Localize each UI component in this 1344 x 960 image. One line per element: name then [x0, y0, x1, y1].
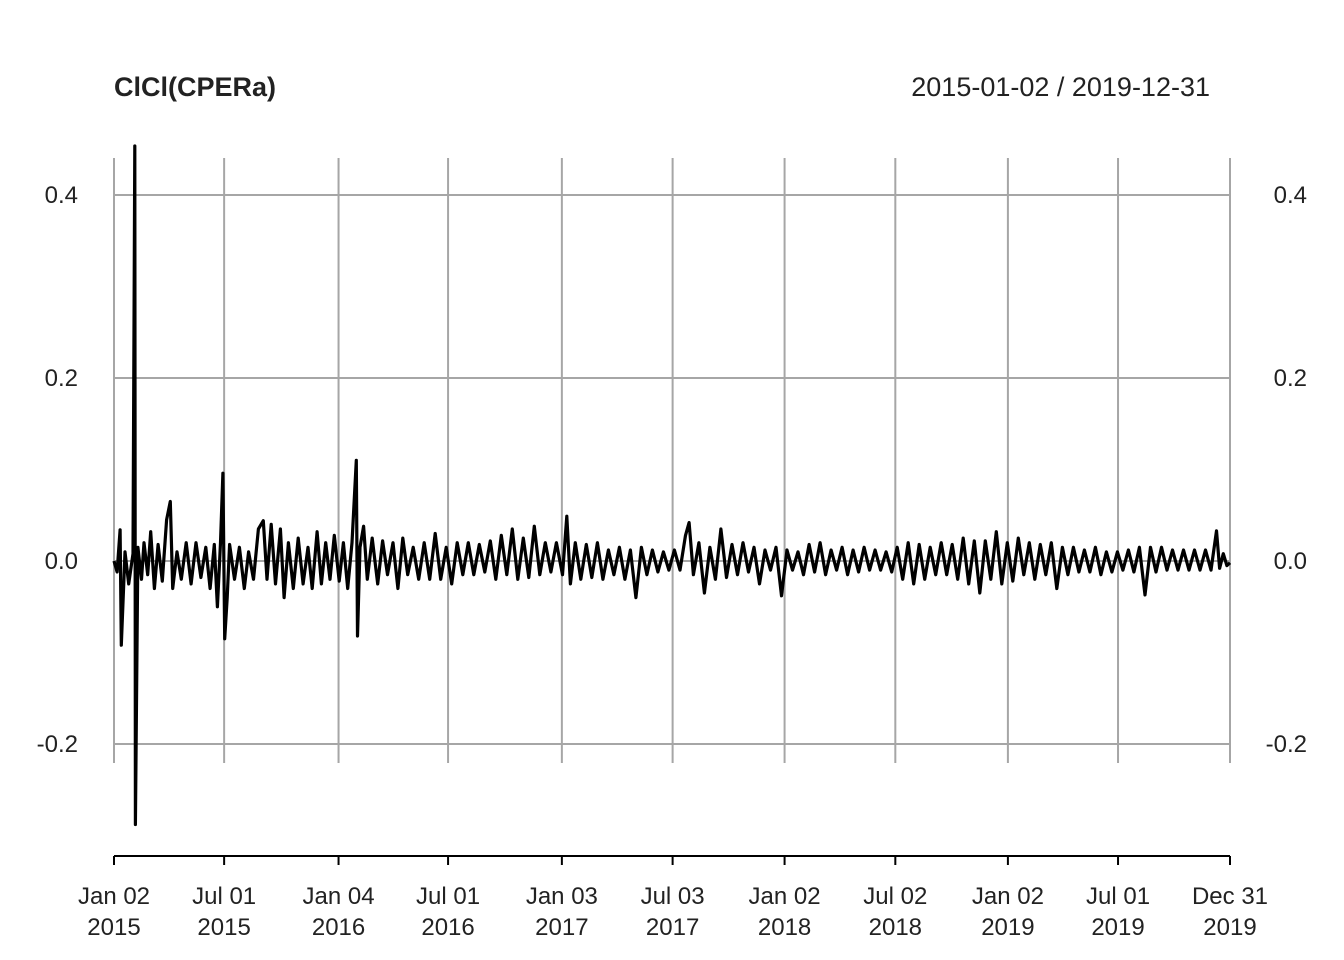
x-tick-label-date: Jul 01: [1086, 883, 1150, 910]
x-axis: Jan 02 2015 Jul 01 2015 Jan 04 2016 Jul 01 2016…: [78, 855, 1268, 941]
grid: [113, 158, 1231, 763]
y-tick-label: 0.0: [45, 548, 78, 575]
x-tick-label-date: Jan 04: [303, 883, 375, 910]
x-tick-label-date: Jul 01: [416, 883, 480, 910]
y-tick-label-right: 0.4: [1274, 182, 1307, 209]
date-range-label: 2015-01-02 / 2019-12-31: [911, 72, 1210, 102]
x-tick-label-date: Dec 31: [1192, 883, 1268, 910]
series-layer: [112, 144, 1232, 827]
x-tick-label-date: Jan 02: [78, 883, 150, 910]
x-tick-label-date: Jan 02: [972, 883, 1044, 910]
y-tick-label: 0.2: [45, 365, 78, 392]
series-line: [112, 144, 1232, 827]
x-tick-label-year: 2018: [758, 914, 811, 941]
y-tick-label-right: 0.2: [1274, 365, 1307, 392]
y-tick-label-right: -0.2: [1266, 731, 1307, 758]
y-tick-label: -0.2: [37, 731, 78, 758]
x-tick-label-year: 2015: [197, 914, 250, 941]
chart-title: ClCl(CPERa): [114, 72, 276, 102]
x-tick-label-year: 2015: [87, 914, 140, 941]
x-tick-label-year: 2019: [1203, 914, 1256, 941]
x-tick-label-date: Jan 02: [749, 883, 821, 910]
x-tick-label-year: 2016: [312, 914, 365, 941]
y-axis-left: 0.4 0.2 0.0 -0.2: [37, 182, 78, 758]
y-tick-label: 0.4: [45, 182, 78, 209]
x-tick-label-year: 2019: [981, 914, 1034, 941]
x-tick-label-date: Jan 03: [526, 883, 598, 910]
x-tick-label-year: 2017: [535, 914, 588, 941]
x-tick-label-date: Jul 02: [863, 883, 927, 910]
y-tick-label-right: 0.0: [1274, 548, 1307, 575]
x-tick-label-date: Jul 03: [641, 883, 705, 910]
x-tick-label-year: 2018: [869, 914, 922, 941]
x-tick-label-date: Jul 01: [192, 883, 256, 910]
y-axis-right: 0.4 0.2 0.0 -0.2: [1266, 182, 1307, 758]
x-tick-label-year: 2017: [646, 914, 699, 941]
x-tick-label-year: 2016: [421, 914, 474, 941]
x-tick-label-year: 2019: [1091, 914, 1144, 941]
